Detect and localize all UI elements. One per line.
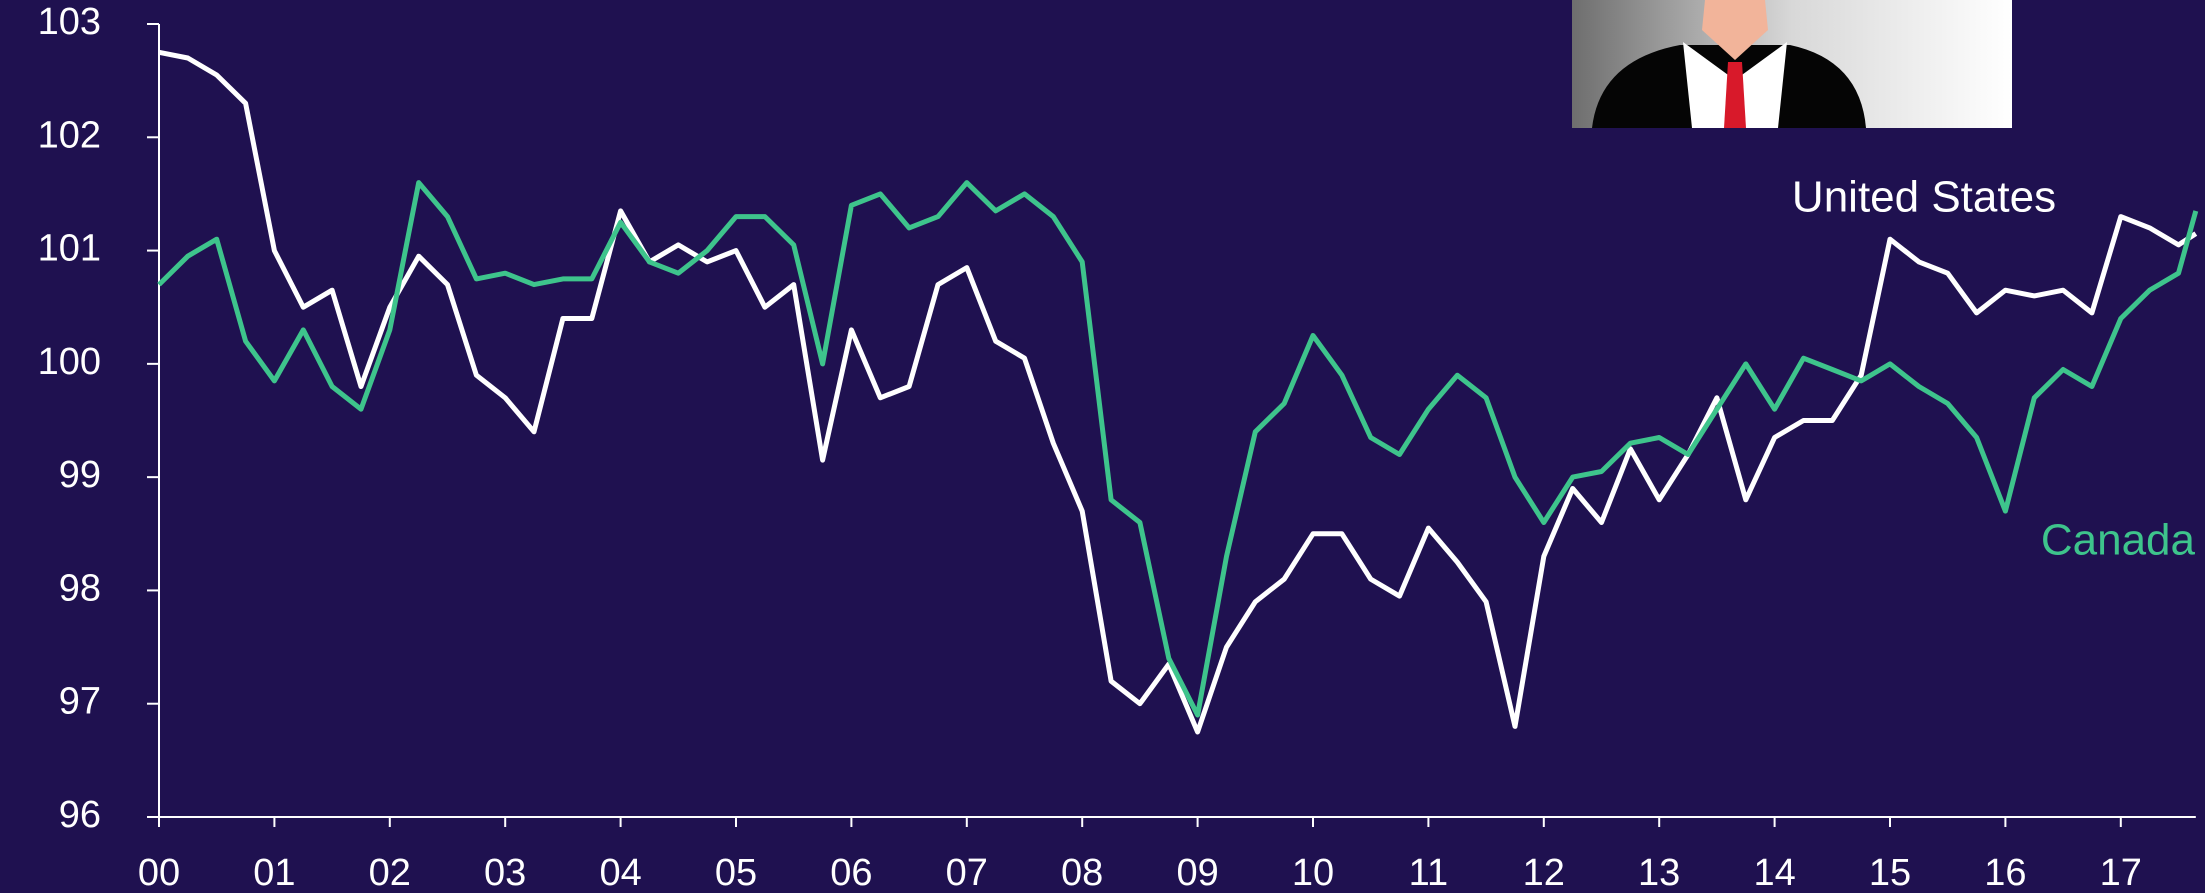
series-line <box>158 49 2198 735</box>
y-tick-label: 96 <box>59 794 101 836</box>
x-tick-label: 13 <box>1638 852 1680 893</box>
y-tick-label: 98 <box>59 567 101 609</box>
x-tick-label: 00 <box>138 852 180 893</box>
x-tick-label: 10 <box>1292 852 1334 893</box>
series-line <box>157 180 2199 718</box>
x-tick-label: 04 <box>599 852 641 893</box>
x-tick-label: 08 <box>1061 852 1103 893</box>
x-tick-label: 01 <box>253 852 295 893</box>
x-tick-label: 11 <box>1409 852 1448 893</box>
x-tick-label: 07 <box>946 852 988 893</box>
y-tick-label: 102 <box>38 114 101 156</box>
x-tick-label: 06 <box>830 852 872 893</box>
presenter-image <box>1572 0 2012 128</box>
x-tick-label: 17 <box>2100 852 2142 893</box>
y-tick-label: 103 <box>38 1 101 43</box>
x-tick-label: 12 <box>1523 852 1565 893</box>
y-tick-label: 100 <box>38 341 101 383</box>
series-label: United States <box>1792 173 2056 222</box>
series-label: Canada <box>2041 516 2196 565</box>
x-tick-label: 15 <box>1869 852 1911 893</box>
y-tick-label: 101 <box>38 228 101 270</box>
x-tick-label: 03 <box>484 852 526 893</box>
x-tick-label: 14 <box>1753 852 1795 893</box>
x-tick-label: 02 <box>369 852 411 893</box>
y-tick-label: 99 <box>59 454 101 496</box>
y-tick-label: 97 <box>59 681 101 723</box>
x-tick-label: 05 <box>715 852 757 893</box>
x-tick-label: 09 <box>1176 852 1218 893</box>
x-tick-label: 16 <box>1984 852 2026 893</box>
